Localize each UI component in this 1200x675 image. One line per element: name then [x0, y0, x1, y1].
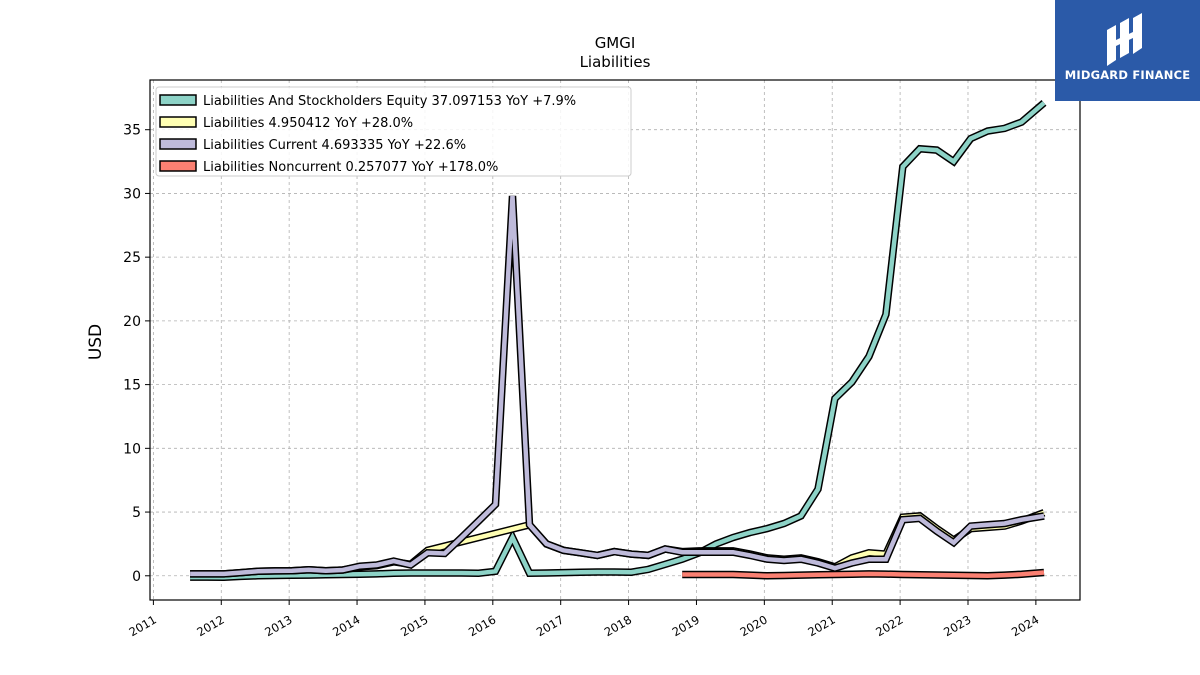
- x-tick-label-2014: 2014: [330, 612, 362, 639]
- y-axis-label: USD: [86, 324, 106, 360]
- legend-swatch-2: [159, 138, 197, 150]
- chart-subtitle: Liabilities: [580, 53, 651, 71]
- y-tick-label-25: 25: [123, 250, 141, 266]
- x-tick-label-2020: 2020: [737, 612, 769, 639]
- x-tick-label-2017: 2017: [534, 612, 566, 639]
- x-tick-label-2019: 2019: [670, 612, 702, 639]
- y-tick-label-30: 30: [123, 186, 141, 202]
- y-axis: 0 5 10 15 20 25 30 35: [123, 123, 150, 585]
- legend-label-2: Liabilities Current 4.693335 YoY +22.6%: [203, 138, 466, 153]
- legend-label-3: Liabilities Noncurrent 0.257077 YoY +178…: [203, 160, 498, 175]
- plot-frame: [149, 79, 1081, 601]
- y-tick-label-0: 0: [132, 569, 141, 585]
- series-line-0: [190, 101, 1046, 580]
- series-line-2: [190, 195, 1045, 577]
- x-tick-label-2021: 2021: [805, 612, 837, 639]
- legend-swatch-0: [159, 94, 197, 106]
- x-tick-label-2011: 2011: [127, 612, 159, 639]
- chart-legend: Liabilities And Stockholders Equity 37.0…: [155, 86, 632, 177]
- y-tick-label-20: 20: [123, 314, 141, 330]
- x-tick-label-2013: 2013: [262, 612, 294, 639]
- series-line-3: [682, 570, 1045, 579]
- legend-box: [155, 86, 632, 177]
- chart-series: [190, 100, 1047, 582]
- x-axis: 2011 2012 2013 2014 2015 2016 2017 2018 2019 2020…: [127, 600, 1041, 639]
- brand-name: MIDGARD FINANCE: [1064, 68, 1191, 82]
- brand-logo: MIDGARD FINANCE: [1055, 0, 1200, 101]
- y-tick-label-10: 10: [123, 441, 141, 457]
- y-tick-label-35: 35: [123, 123, 141, 139]
- brand-mark-icon: [1107, 13, 1142, 66]
- y-tick-label-15: 15: [123, 378, 141, 394]
- x-tick-label-2023: 2023: [941, 612, 973, 639]
- x-tick-label-2015: 2015: [398, 612, 430, 639]
- x-tick-label-2022: 2022: [873, 612, 905, 639]
- legend-label-0: Liabilities And Stockholders Equity 37.0…: [203, 94, 576, 109]
- y-tick-label-5: 5: [132, 505, 141, 521]
- chart-title: GMGI: [595, 34, 636, 52]
- x-tick-label-2024: 2024: [1009, 612, 1041, 639]
- x-tick-label-2012: 2012: [194, 612, 226, 639]
- legend-swatch-1: [159, 116, 197, 128]
- legend-swatch-3: [159, 160, 197, 172]
- x-tick-label-2016: 2016: [466, 612, 498, 639]
- legend-label-1: Liabilities 4.950412 YoY +28.0%: [203, 116, 413, 131]
- x-tick-label-2018: 2018: [602, 612, 634, 639]
